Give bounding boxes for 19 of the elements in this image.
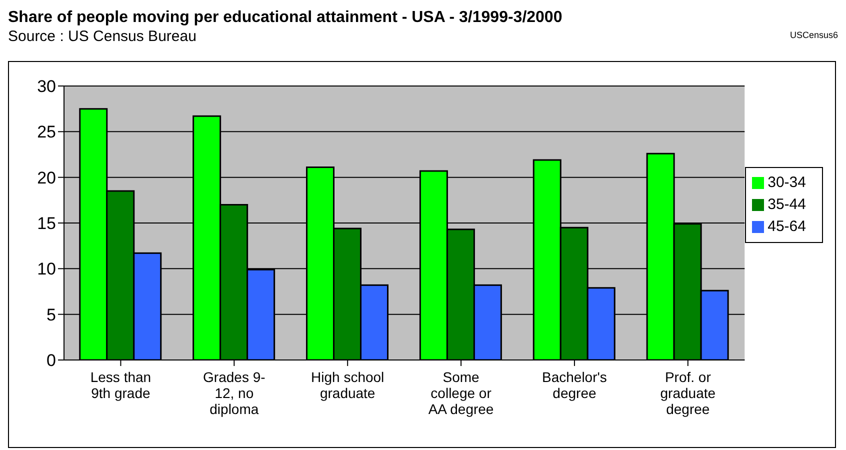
x-tick-label: Prof. or graduate degree bbox=[660, 369, 716, 417]
x-tick-label: Some college or AA degree bbox=[428, 369, 494, 417]
y-tick-label: 20 bbox=[37, 168, 56, 188]
legend-label: 35-44 bbox=[768, 196, 806, 213]
y-tick-label: 30 bbox=[37, 77, 56, 96]
y-tick-label: 25 bbox=[37, 122, 56, 142]
legend-label: 45-64 bbox=[768, 218, 806, 235]
y-tick-label: 5 bbox=[46, 305, 56, 324]
x-tick-label: Grades 9-12, no diploma bbox=[203, 369, 266, 417]
x-tick-label: Less than 9th grade bbox=[90, 369, 152, 401]
legend-label: 30-34 bbox=[768, 174, 806, 191]
chart-subtitle: Source : US Census Bureau bbox=[8, 28, 196, 45]
x-tick-label: Bachelor's degree bbox=[542, 369, 607, 401]
text: USCensus6 bbox=[790, 30, 838, 40]
chart-title: Share of people moving per educational attainment - USA - 3/1999-3/2000 bbox=[8, 8, 564, 27]
y-tick-label: 15 bbox=[37, 214, 56, 234]
y-tick-label: 0 bbox=[46, 351, 56, 370]
x-tick-label: High school graduate bbox=[311, 369, 384, 401]
y-tick-label: 10 bbox=[37, 260, 56, 279]
